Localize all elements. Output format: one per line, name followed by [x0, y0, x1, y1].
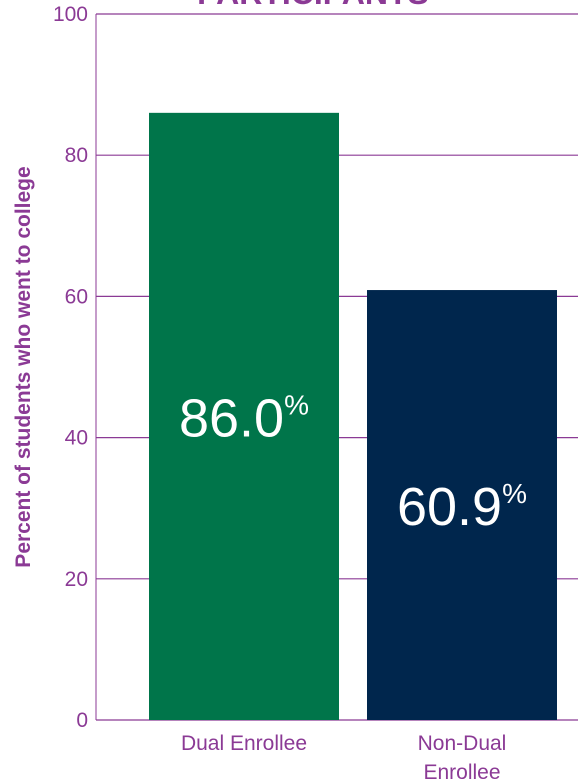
- y-axis-label: Percent of students who went to college: [12, 166, 35, 567]
- category-label-0: Dual Enrollee: [181, 732, 307, 755]
- bar-value-label-1: 60.9%: [397, 477, 527, 537]
- y-tick-label-20: 20: [65, 568, 88, 591]
- bar-0: [149, 112, 339, 721]
- labels: 0 20 40 60 80 100 86.0% Dual Enrollee 60.9% Non-D…: [53, 3, 527, 783]
- bar-value-label-0: 86.0%: [179, 388, 309, 448]
- y-tick-label-60: 60: [65, 285, 88, 308]
- y-tick-label-40: 40: [65, 427, 88, 450]
- category-label-1: Non-Dual Enrollee: [418, 732, 507, 783]
- y-tick-label-80: 80: [65, 144, 88, 167]
- chart-title: PARTICIPANTS: [197, 0, 429, 11]
- bar-1: [367, 290, 557, 720]
- y-tick-label-100: 100: [53, 3, 88, 26]
- bars: [149, 112, 557, 721]
- y-tick-label-0: 0: [76, 709, 88, 732]
